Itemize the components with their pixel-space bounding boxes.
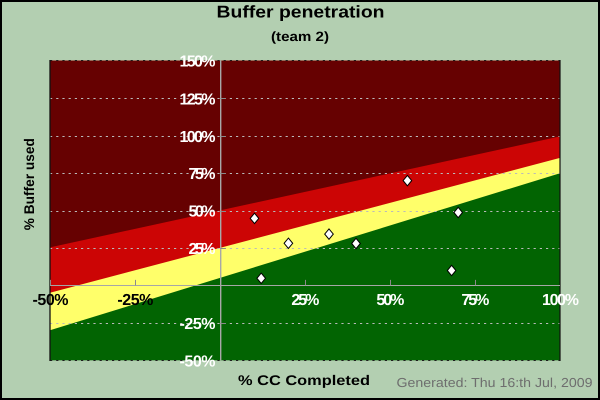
- svg-text:-50%: -50%: [180, 353, 216, 370]
- svg-text:-50%: -50%: [33, 292, 69, 309]
- svg-text:(team 2): (team 2): [271, 29, 329, 44]
- svg-text:% CC Completed: % CC Completed: [238, 372, 370, 388]
- svg-text:100%: 100%: [180, 129, 216, 146]
- svg-text:150%: 150%: [180, 54, 216, 71]
- svg-text:Generated: Thu 16:th Jul, 2009: Generated: Thu 16:th Jul, 2009: [397, 375, 593, 390]
- svg-text:-25%: -25%: [117, 292, 153, 309]
- svg-text:50%: 50%: [376, 292, 404, 309]
- svg-text:75%: 75%: [461, 292, 489, 309]
- svg-text:75%: 75%: [189, 166, 216, 183]
- svg-text:125%: 125%: [180, 91, 216, 108]
- svg-text:25%: 25%: [189, 241, 216, 258]
- svg-text:Buffer penetration: Buffer penetration: [217, 3, 385, 22]
- svg-text:100%: 100%: [542, 292, 579, 309]
- svg-text:-25%: -25%: [180, 316, 216, 333]
- svg-text:25%: 25%: [291, 292, 319, 309]
- svg-text:% Buffer used: % Buffer used: [21, 138, 37, 230]
- svg-text:50%: 50%: [189, 204, 216, 221]
